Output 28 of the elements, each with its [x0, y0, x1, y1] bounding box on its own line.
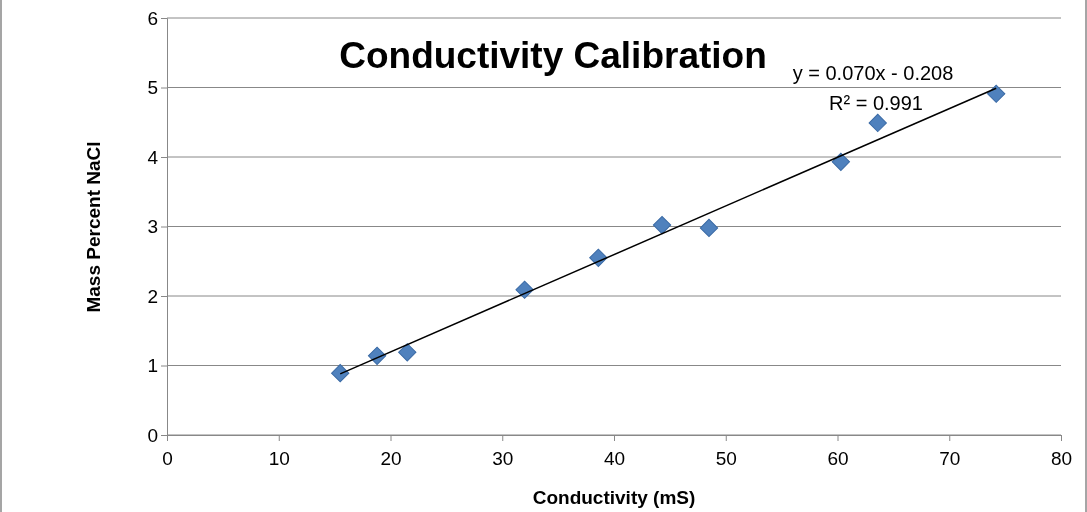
x-tick-label: 50 — [715, 447, 737, 469]
x-tick-label: 10 — [268, 447, 290, 469]
point — [987, 84, 1006, 103]
y-axis-title: Mass Percent NaCl — [83, 141, 104, 313]
point — [398, 343, 417, 362]
point — [331, 363, 350, 383]
text: Conductivity Calibration — [339, 35, 767, 76]
point — [652, 215, 672, 235]
x-tick-label: 70 — [939, 447, 961, 469]
annotation: y = 0.070x - 0.208 — [792, 62, 954, 84]
y-tick-label: 1 — [147, 355, 158, 377]
y-tick-label: 2 — [147, 285, 158, 307]
y-tick-label: 0 — [147, 424, 158, 446]
y-tick-label: 5 — [147, 77, 158, 99]
y-tick-label: 6 — [147, 7, 158, 29]
x-tick-label: 20 — [380, 447, 402, 469]
point — [868, 113, 887, 133]
x-tick-label: 80 — [1050, 447, 1073, 469]
point — [831, 152, 851, 172]
annotation: R² = 0.991 — [829, 92, 923, 114]
x-axis-title: Conductivity (mS) — [532, 487, 696, 508]
x-tick-label: 60 — [827, 447, 849, 469]
y-tick-label: 4 — [147, 146, 159, 168]
y-tick-label: 3 — [147, 216, 158, 238]
x-tick-label: 40 — [603, 447, 626, 469]
x-tick-label: 30 — [492, 447, 514, 469]
x-tick-label: 0 — [162, 447, 173, 469]
point — [699, 218, 719, 238]
